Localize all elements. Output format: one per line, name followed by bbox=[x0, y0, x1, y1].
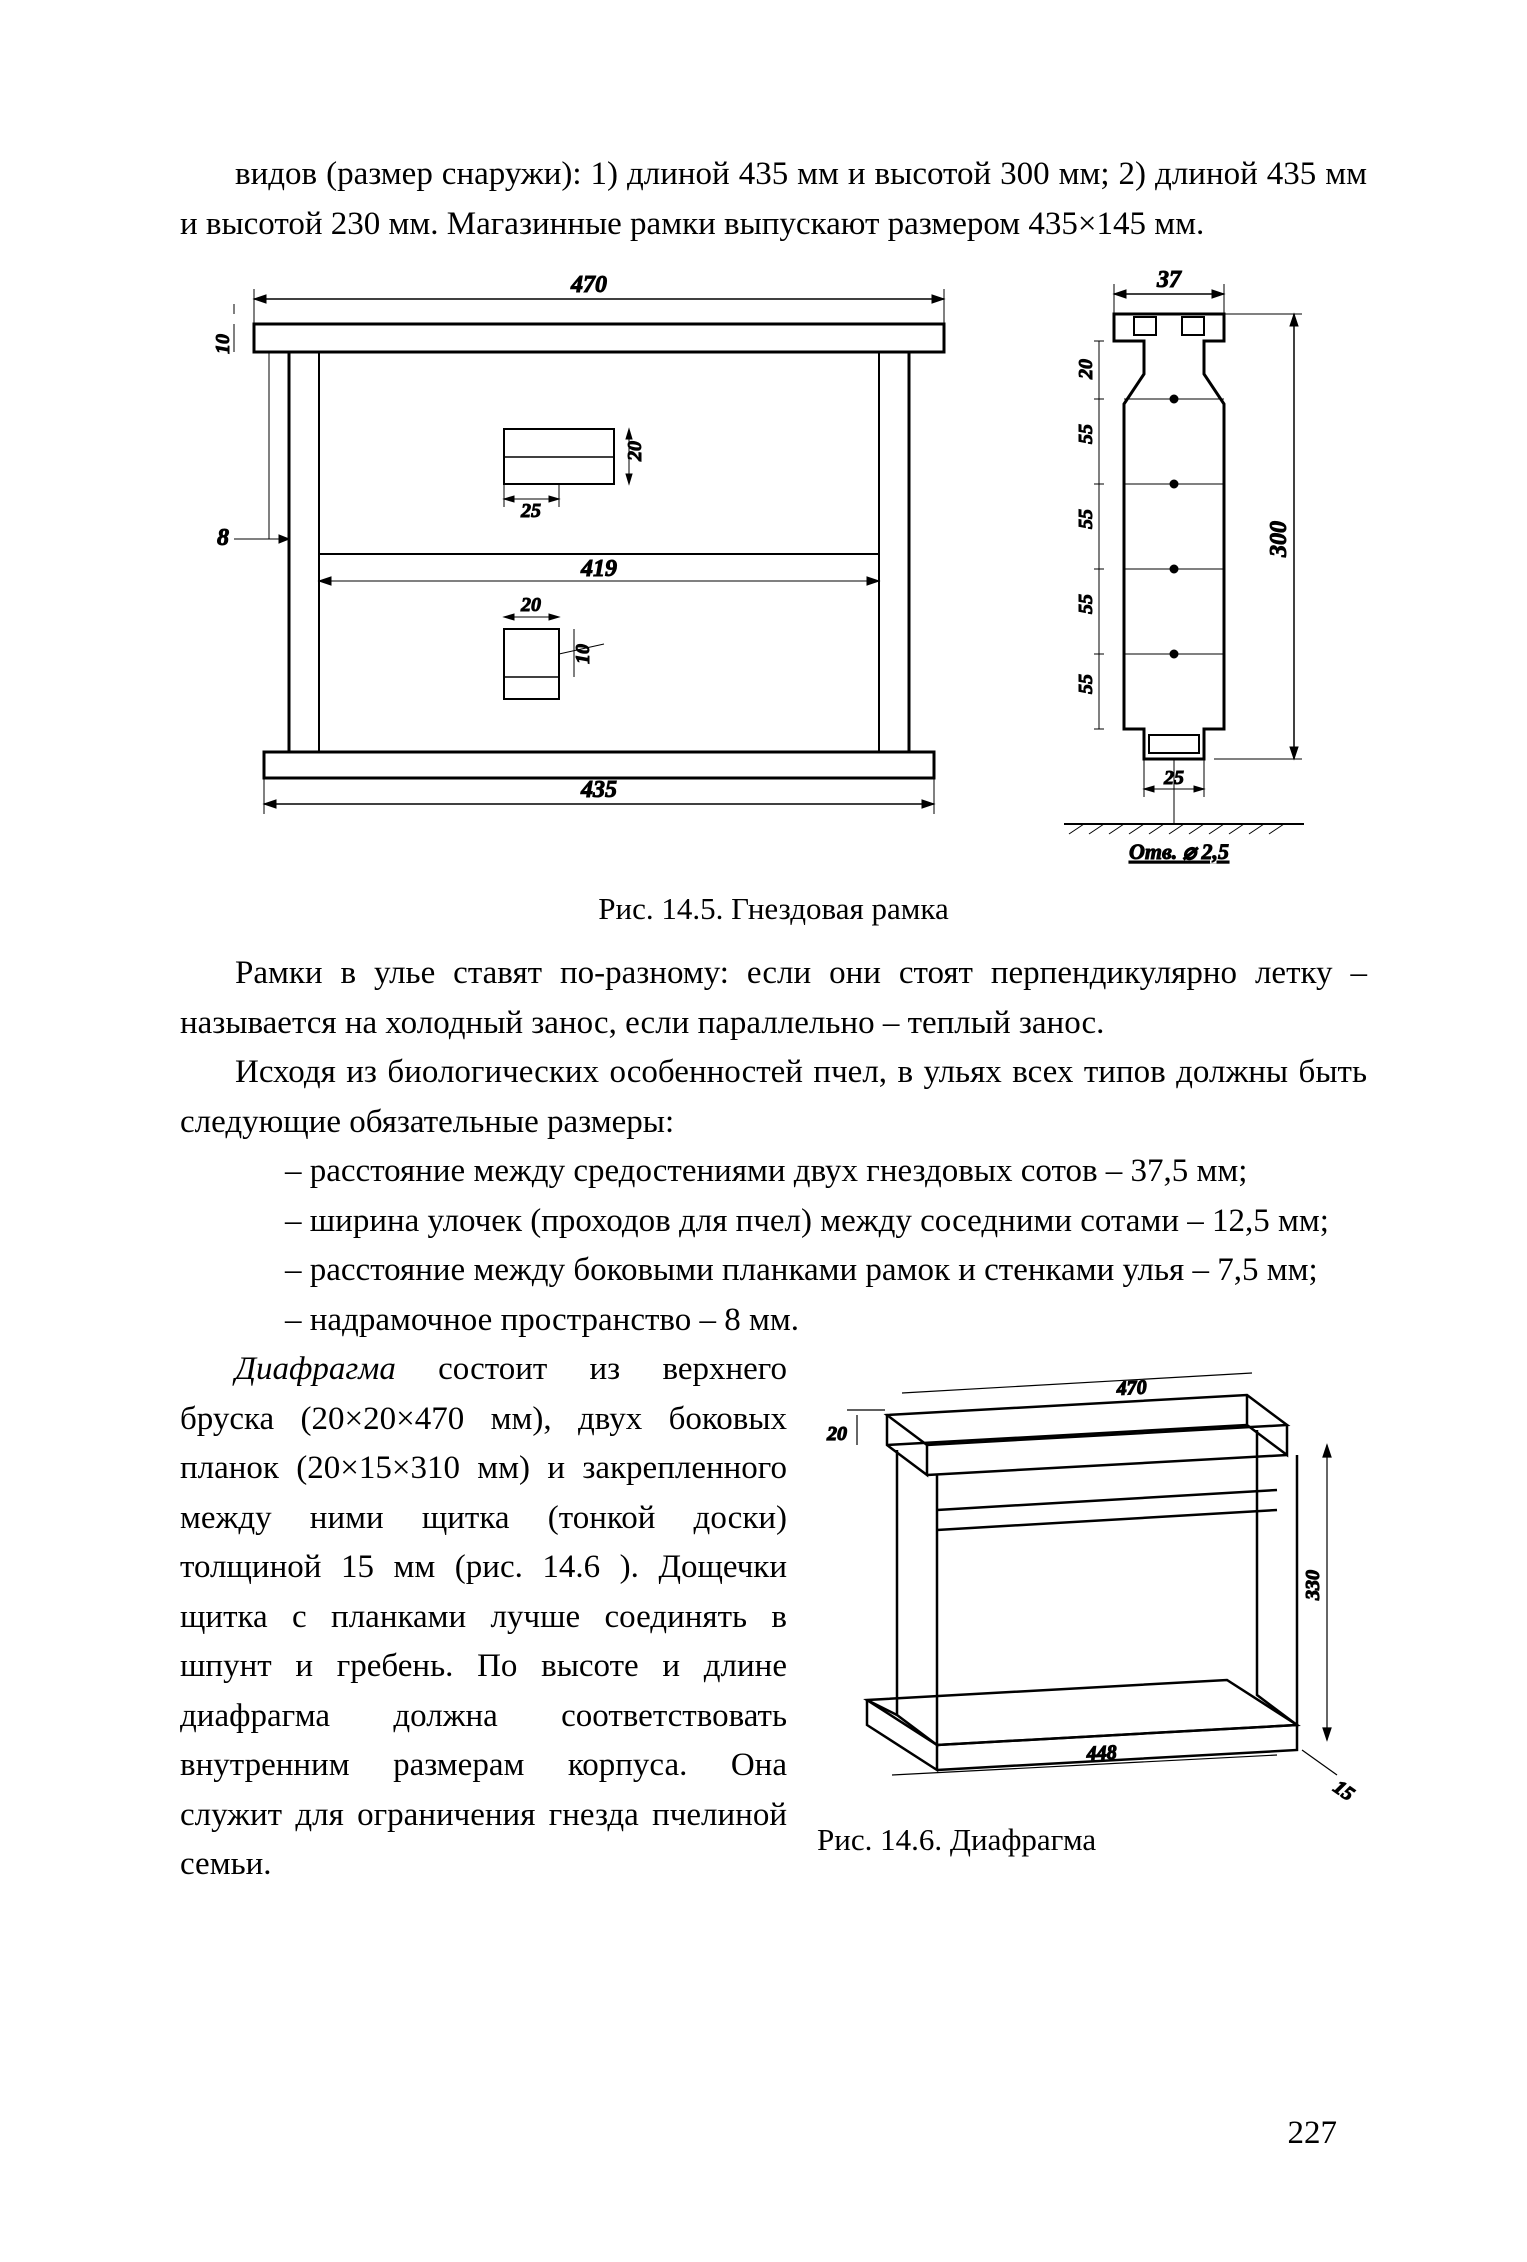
dim-470-iso: 470 bbox=[1115, 1376, 1147, 1400]
dim-15-iso: 15 bbox=[1329, 1776, 1358, 1805]
dim-10-top: 10 bbox=[212, 334, 234, 354]
page: видов (размер снаружи): 1) длиной 435 мм… bbox=[0, 0, 1527, 2262]
dim-37: 37 bbox=[1156, 267, 1182, 293]
dim-55d: 55 bbox=[1075, 674, 1097, 694]
dim-330-iso: 330 bbox=[1302, 1570, 1324, 1601]
page-number: 227 bbox=[1288, 2115, 1338, 2152]
dim-20a: 20 bbox=[624, 441, 646, 462]
dim-55c: 55 bbox=[1075, 594, 1097, 614]
dim-419: 419 bbox=[580, 556, 617, 582]
dim-448-iso: 448 bbox=[1085, 1741, 1117, 1765]
list-item-1: – расстояние между средостениями двух гн… bbox=[180, 1147, 1367, 1197]
fig-14-5-front-view: 470 10 bbox=[194, 259, 984, 839]
dim-10b: 10 bbox=[572, 644, 594, 664]
list-item-2: – ширина улочек (проходов для пчел) межд… bbox=[180, 1197, 1367, 1247]
figure-14-6-block: 470 20 330 448 bbox=[807, 1345, 1367, 1858]
hole-note: Отв. ⌀ 2,5 bbox=[1128, 839, 1228, 864]
caption-14-5: Рис. 14.5. Гнездовая рамка bbox=[180, 891, 1367, 927]
p4-rest: состоит из верхнего бруска (20×20×470 мм… bbox=[180, 1351, 787, 1882]
paragraph-3: Исходя из биологических особенностей пче… bbox=[180, 1048, 1367, 1147]
dim-300: 300 bbox=[1266, 521, 1292, 558]
fig-14-5-side-view: 37 300 bbox=[1004, 259, 1354, 879]
dim-8: 8 bbox=[217, 525, 229, 551]
dim-20-iso: 20 bbox=[826, 1423, 847, 1445]
caption-14-6: Рис. 14.6. Диафрагма bbox=[807, 1822, 1367, 1858]
dim-20-side: 20 bbox=[1075, 359, 1097, 380]
dim-25: 25 bbox=[520, 500, 541, 522]
dim-435: 435 bbox=[580, 777, 617, 803]
figure-14-5: 470 10 bbox=[180, 259, 1367, 879]
dim-55b: 55 bbox=[1075, 509, 1097, 529]
paragraph-4: Диафрагма состоит из верхнего бруска (20… bbox=[180, 1345, 787, 1890]
fig-14-6: 470 20 330 448 bbox=[807, 1345, 1367, 1815]
dim-55a: 55 bbox=[1075, 424, 1097, 444]
dim-20b: 20 bbox=[520, 594, 541, 616]
paragraph-2: Рамки в улье ставят по-разному: если они… bbox=[180, 949, 1367, 1048]
list-item-3: – расстояние между боковыми планками рам… bbox=[180, 1246, 1367, 1296]
dim-470: 470 bbox=[570, 272, 607, 298]
list-item-4: – надрамочное пространство – 8 мм. bbox=[180, 1296, 1367, 1346]
two-column-block: Диафрагма состоит из верхнего бруска (20… bbox=[180, 1345, 1367, 1890]
p4-lead: Диафрагма bbox=[235, 1351, 396, 1387]
paragraph-1: видов (размер снаружи): 1) длиной 435 мм… bbox=[180, 150, 1367, 249]
